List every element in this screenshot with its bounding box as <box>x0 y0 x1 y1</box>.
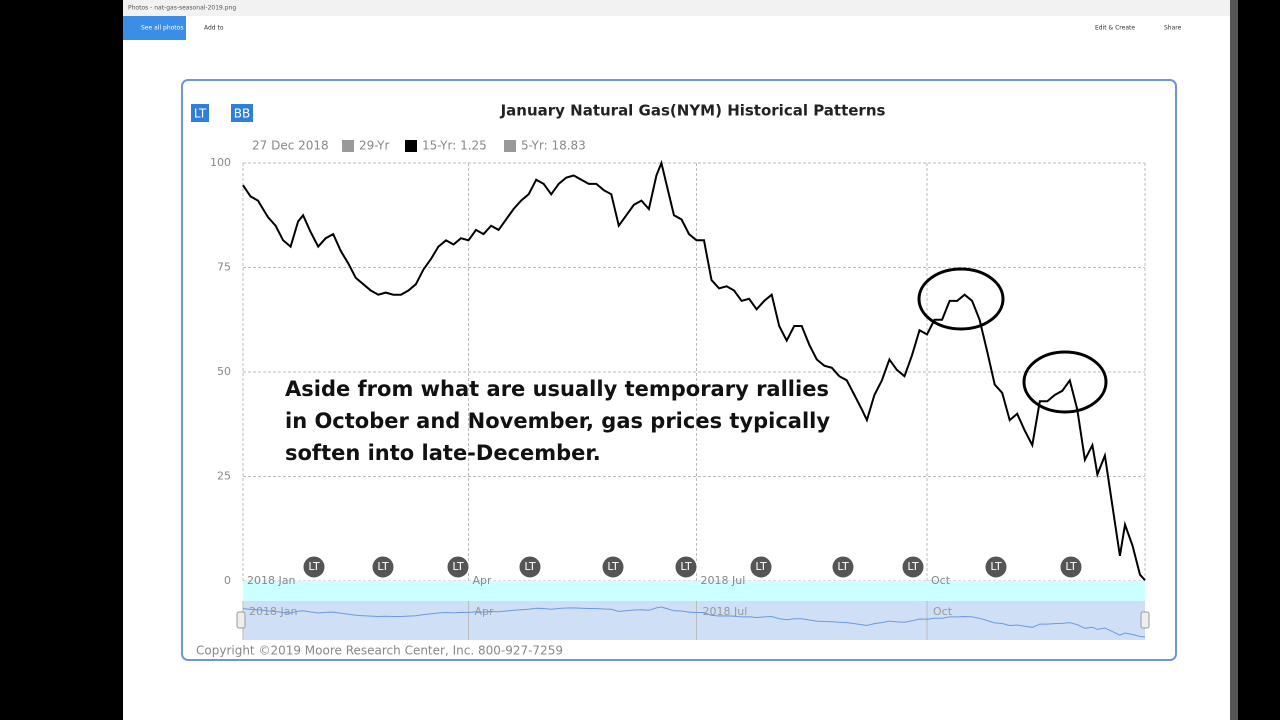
navigator-handle[interactable] <box>236 611 246 629</box>
legend-label[interactable]: 5-Yr: 18.83 <box>521 139 586 153</box>
marker-label[interactable]: LT <box>452 560 464 573</box>
marker[interactable] <box>371 555 395 579</box>
highlight-circle <box>1022 350 1108 414</box>
tool-button[interactable] <box>191 104 209 122</box>
marker-label[interactable]: LT <box>1065 560 1077 573</box>
edit-create[interactable]: Edit & Create <box>1095 25 1135 32</box>
marker-label[interactable]: LT <box>990 560 1002 573</box>
y-tick-label: 50 <box>217 365 231 378</box>
marker[interactable] <box>446 555 470 579</box>
chart-title: January Natural Gas(NYM) Historical Patt… <box>500 102 886 120</box>
marker-label[interactable]: LT <box>907 560 919 573</box>
legend-label[interactable]: 29-Yr <box>359 139 390 153</box>
legend-swatch[interactable] <box>405 140 417 152</box>
navigator-label: Oct <box>933 605 953 618</box>
annotation: in October and November, gas prices typi… <box>285 409 830 433</box>
marker-label[interactable]: LT <box>837 560 849 573</box>
annotation: soften into late-December. <box>285 441 601 465</box>
navigator-label: 2018 Jul <box>703 605 748 618</box>
marker-label[interactable]: LT <box>607 560 619 573</box>
marker[interactable] <box>831 555 855 579</box>
marker-label[interactable]: LT <box>308 560 320 573</box>
series-line <box>242 159 1146 581</box>
highlight-circle <box>917 267 1005 331</box>
x-tick-label: Apr <box>473 574 493 587</box>
window-title: Photos - nat-gas-seasonal-2019.png <box>128 5 236 12</box>
navigator-handle[interactable] <box>1140 611 1150 629</box>
marker-label[interactable]: LT <box>755 560 767 573</box>
legend-label[interactable]: 15-Yr: 1.25 <box>422 139 487 153</box>
navigator-line <box>242 606 1146 638</box>
copyright: Copyright ©2019 Moore Research Center, I… <box>196 644 563 658</box>
tool-button[interactable] <box>231 104 253 122</box>
legend-swatch[interactable] <box>504 140 516 152</box>
see-all-button[interactable] <box>123 16 186 40</box>
see-all-label[interactable]: See all photos <box>141 25 183 32</box>
marker[interactable] <box>1059 555 1083 579</box>
navigator-label: Apr <box>475 605 495 618</box>
add-to[interactable]: Add to <box>204 25 224 32</box>
x-tick-label: 2018 Jul <box>701 574 746 587</box>
y-tick-label: 0 <box>224 574 231 587</box>
y-tick-label: 75 <box>217 261 231 274</box>
y-tick-label: 25 <box>217 470 231 483</box>
marker[interactable] <box>901 555 925 579</box>
y-tick-label: 100 <box>210 156 231 169</box>
annotation: Aside from what are usually temporary ra… <box>285 377 829 401</box>
marker[interactable] <box>674 555 698 579</box>
marker[interactable] <box>984 555 1008 579</box>
share[interactable]: Share <box>1164 25 1182 32</box>
date-label: 27 Dec 2018 <box>252 139 329 153</box>
marker[interactable] <box>518 555 542 579</box>
tool-button-label[interactable]: BB <box>234 107 250 121</box>
marker-label[interactable]: LT <box>680 560 692 573</box>
range-band <box>243 581 1145 601</box>
tool-button-label[interactable]: LT <box>194 107 207 121</box>
marker[interactable] <box>302 555 326 579</box>
x-tick-label: 2018 Jan <box>247 574 295 587</box>
marker[interactable] <box>601 555 625 579</box>
marker-label[interactable]: LT <box>377 560 389 573</box>
marker[interactable] <box>749 555 773 579</box>
legend-swatch[interactable] <box>342 140 354 152</box>
navigator[interactable] <box>243 601 1145 640</box>
title-bar <box>123 0 1230 16</box>
marker-label[interactable]: LT <box>524 560 536 573</box>
x-tick-label: Oct <box>931 574 951 587</box>
scrollbar[interactable] <box>1230 0 1238 720</box>
